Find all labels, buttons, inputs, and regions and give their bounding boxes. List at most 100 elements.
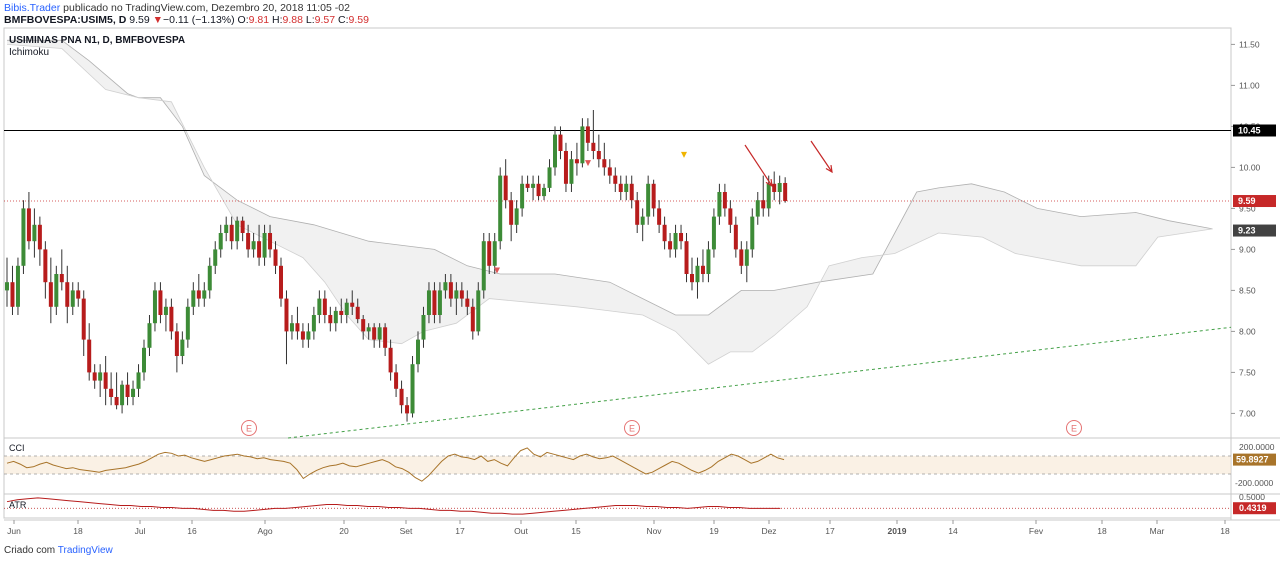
- candle[interactable]: [125, 372, 130, 406]
- candle[interactable]: [311, 306, 316, 340]
- candle[interactable]: [131, 380, 136, 406]
- candle[interactable]: [711, 208, 716, 258]
- author-link[interactable]: Bibis.Trader: [4, 2, 61, 14]
- candle[interactable]: [76, 282, 81, 307]
- candle[interactable]: [377, 323, 382, 348]
- candle[interactable]: [492, 233, 497, 274]
- tradingview-logo[interactable]: TradingView: [57, 545, 113, 556]
- candle[interactable]: [783, 177, 788, 203]
- candle[interactable]: [26, 192, 31, 250]
- candle[interactable]: [602, 142, 607, 176]
- candle[interactable]: [668, 233, 673, 258]
- candle[interactable]: [651, 179, 656, 217]
- candle[interactable]: [574, 142, 579, 176]
- candle[interactable]: [158, 282, 163, 324]
- candle[interactable]: [684, 233, 689, 283]
- candle[interactable]: [744, 241, 749, 283]
- candle[interactable]: [98, 364, 103, 397]
- candle[interactable]: [416, 331, 420, 373]
- candle[interactable]: [37, 216, 42, 266]
- candle[interactable]: [15, 257, 20, 315]
- candle[interactable]: [59, 249, 64, 291]
- candle[interactable]: [350, 290, 355, 315]
- candle[interactable]: [591, 110, 596, 160]
- candle[interactable]: [152, 282, 157, 332]
- candle[interactable]: [65, 265, 70, 324]
- candle[interactable]: [437, 282, 442, 324]
- candle[interactable]: [459, 282, 464, 307]
- candle[interactable]: [410, 356, 415, 418]
- candle[interactable]: [470, 298, 475, 340]
- candle[interactable]: [103, 356, 108, 406]
- candle[interactable]: [426, 282, 431, 324]
- earnings-marker[interactable]: E: [241, 420, 257, 436]
- candle[interactable]: [613, 167, 618, 192]
- candle[interactable]: [772, 171, 777, 201]
- candle[interactable]: [54, 265, 59, 315]
- candle[interactable]: [114, 372, 119, 410]
- candle[interactable]: [48, 257, 53, 324]
- candle[interactable]: [421, 306, 426, 348]
- candle[interactable]: [5, 257, 9, 307]
- candle[interactable]: [498, 167, 503, 250]
- earnings-marker[interactable]: E: [624, 420, 640, 436]
- candle[interactable]: [339, 298, 344, 324]
- candle[interactable]: [191, 282, 196, 315]
- candle[interactable]: [448, 274, 453, 307]
- candle[interactable]: [733, 216, 738, 258]
- candle[interactable]: [383, 323, 388, 356]
- candle[interactable]: [70, 282, 75, 315]
- candle[interactable]: [268, 224, 273, 258]
- candle[interactable]: [766, 175, 771, 217]
- candle[interactable]: [142, 339, 146, 381]
- candle[interactable]: [81, 290, 86, 356]
- candle[interactable]: [596, 134, 601, 168]
- candle[interactable]: [646, 175, 651, 225]
- candle[interactable]: [722, 183, 727, 217]
- candle[interactable]: [174, 323, 179, 373]
- candle[interactable]: [251, 233, 256, 258]
- candle[interactable]: [405, 397, 410, 422]
- candle[interactable]: [553, 126, 557, 176]
- candle[interactable]: [728, 200, 733, 233]
- candle[interactable]: [229, 216, 234, 250]
- candle[interactable]: [673, 224, 678, 258]
- candle[interactable]: [147, 315, 152, 356]
- candle[interactable]: [87, 323, 92, 381]
- candle[interactable]: [120, 380, 125, 414]
- candle[interactable]: [328, 306, 333, 332]
- candle[interactable]: [262, 224, 267, 266]
- candle[interactable]: [246, 224, 251, 258]
- candle[interactable]: [739, 241, 744, 274]
- candle[interactable]: [755, 192, 760, 225]
- candle[interactable]: [558, 126, 563, 160]
- candle[interactable]: [361, 315, 366, 340]
- candle[interactable]: [388, 339, 393, 381]
- candle[interactable]: [585, 118, 590, 151]
- candle[interactable]: [235, 216, 240, 250]
- candle[interactable]: [279, 257, 283, 307]
- candle[interactable]: [624, 175, 629, 201]
- earnings-marker[interactable]: E: [1066, 420, 1082, 436]
- candle[interactable]: [10, 265, 15, 315]
- candle[interactable]: [32, 208, 37, 258]
- candle[interactable]: [443, 274, 448, 299]
- candle[interactable]: [525, 175, 530, 192]
- candle[interactable]: [163, 298, 168, 332]
- candle[interactable]: [136, 364, 141, 397]
- candle[interactable]: [607, 159, 612, 184]
- candle[interactable]: [542, 183, 547, 201]
- candle[interactable]: [569, 151, 574, 192]
- candle[interactable]: [284, 290, 289, 365]
- candle[interactable]: [657, 200, 662, 233]
- candle[interactable]: [43, 241, 48, 299]
- candle[interactable]: [355, 298, 360, 324]
- candle[interactable]: [207, 257, 212, 299]
- candle[interactable]: [180, 331, 185, 365]
- candle[interactable]: [536, 175, 541, 201]
- candle[interactable]: [481, 233, 486, 299]
- candle[interactable]: [690, 257, 694, 291]
- candle[interactable]: [509, 192, 514, 242]
- candle[interactable]: [366, 323, 371, 340]
